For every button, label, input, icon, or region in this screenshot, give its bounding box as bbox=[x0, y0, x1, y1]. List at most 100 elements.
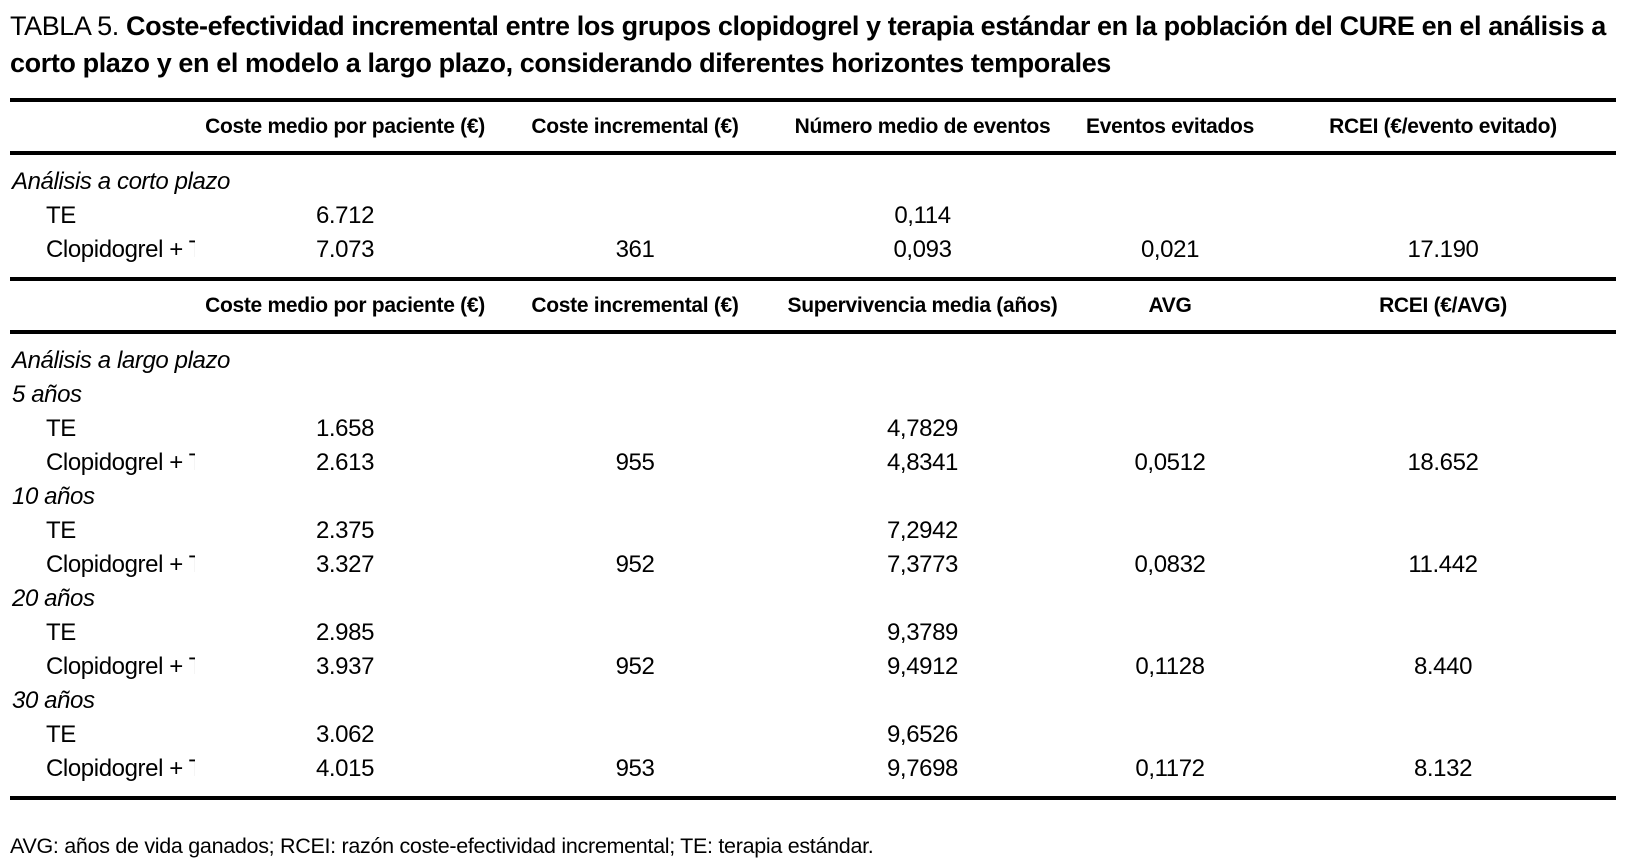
section-label-short-term: Análisis a corto plazo bbox=[12, 168, 230, 195]
cell bbox=[1070, 514, 1270, 548]
cell: 7,3773 bbox=[886, 551, 958, 578]
column-header: Número medio de eventos bbox=[775, 100, 1070, 155]
cell: 952 bbox=[615, 551, 655, 578]
cell: 4,8341 bbox=[886, 449, 958, 476]
cell: 9,7698 bbox=[775, 752, 1070, 800]
cell: 11.442 bbox=[1408, 551, 1478, 578]
cell: 952 bbox=[615, 653, 655, 680]
cell: 9,6526 bbox=[886, 721, 958, 748]
row-label: TE bbox=[46, 517, 76, 544]
column-header bbox=[10, 100, 195, 155]
cell: 4.015 bbox=[195, 752, 495, 800]
cell bbox=[495, 718, 775, 752]
column-header: AVG bbox=[1070, 279, 1270, 334]
cell: 2.613 bbox=[315, 449, 375, 476]
cell bbox=[1270, 199, 1616, 233]
cell bbox=[1070, 718, 1270, 752]
section-row: Análisis a corto plazo bbox=[10, 153, 1616, 199]
cell: 17.190 bbox=[1270, 233, 1616, 281]
horizon-label: 20 años bbox=[12, 585, 95, 612]
cell: 2.985 bbox=[315, 619, 375, 646]
cell bbox=[495, 412, 775, 446]
section-label-long-term: Análisis a largo plazo bbox=[12, 347, 230, 374]
cell: 9,3789 bbox=[886, 619, 958, 646]
cell: 1.658 bbox=[315, 415, 375, 442]
cell bbox=[495, 514, 775, 548]
cell: 3.062 bbox=[315, 721, 375, 748]
table-row: Clopidogrel + TE 4.015 953 9,7698 0,1172… bbox=[10, 752, 1616, 800]
horizon-label: 10 años bbox=[12, 483, 95, 510]
column-header: Coste incremental (€) bbox=[495, 100, 775, 155]
cost-effectiveness-table: Coste medio por paciente (€) Coste incre… bbox=[10, 98, 1616, 800]
horizon-row: 5 años bbox=[10, 378, 1616, 412]
cell: 0,0832 bbox=[1134, 551, 1206, 578]
cell: 361 bbox=[495, 233, 775, 281]
cell: 7,2942 bbox=[886, 517, 958, 544]
cell bbox=[1270, 616, 1616, 650]
cell: 0,1172 bbox=[1070, 752, 1270, 800]
cell: 6.712 bbox=[315, 202, 375, 229]
table-header-short-term: Coste medio por paciente (€) Coste incre… bbox=[10, 100, 1616, 155]
cell: 18.652 bbox=[1407, 449, 1479, 476]
cell bbox=[1070, 616, 1270, 650]
table-title-text: Coste-efectividad incremental entre los … bbox=[10, 11, 1606, 78]
column-header: Coste medio por paciente (€) bbox=[195, 279, 495, 334]
cell: 0,093 bbox=[775, 233, 1070, 281]
cell bbox=[1270, 412, 1616, 446]
row-label: TE bbox=[46, 619, 76, 646]
horizon-label: 30 años bbox=[12, 687, 95, 714]
row-label: TE bbox=[46, 202, 76, 229]
cell: 8.440 bbox=[1413, 653, 1473, 680]
row-label: Clopidogrel + TE bbox=[46, 551, 195, 578]
horizon-label: 5 años bbox=[12, 381, 82, 408]
table-row: TE 2.375 7,2942 bbox=[10, 514, 1616, 548]
column-header bbox=[10, 279, 195, 334]
cell: 8.132 bbox=[1270, 752, 1616, 800]
cell bbox=[1070, 199, 1270, 233]
cell: 953 bbox=[495, 752, 775, 800]
section-row: Análisis a largo plazo bbox=[10, 332, 1616, 378]
row-label: Clopidogrel + TE bbox=[46, 449, 195, 476]
table-row: Clopidogrel + TE 2.613 955 4,8341 0,0512… bbox=[10, 446, 1616, 480]
cell: 3.327 bbox=[315, 551, 375, 578]
cell: 0,0512 bbox=[1134, 449, 1206, 476]
cell bbox=[1270, 718, 1616, 752]
cell bbox=[1070, 412, 1270, 446]
table-row: Clopidogrel + TE 3.937 952 9,4912 0,1128… bbox=[10, 650, 1616, 684]
column-header: Supervivencia media (años) bbox=[775, 279, 1070, 334]
cell: 9,4912 bbox=[886, 653, 958, 680]
cell bbox=[495, 199, 775, 233]
column-header: RCEI (€/AVG) bbox=[1270, 279, 1616, 334]
column-header: Coste incremental (€) bbox=[495, 279, 775, 334]
cell: 7.073 bbox=[195, 233, 495, 281]
cell bbox=[1270, 514, 1616, 548]
horizon-row: 20 años bbox=[10, 582, 1616, 616]
cell: 2.375 bbox=[315, 517, 375, 544]
cell bbox=[495, 616, 775, 650]
cell: 955 bbox=[615, 449, 655, 476]
table-row: TE 2.985 9,3789 bbox=[10, 616, 1616, 650]
table-number-label: TABLA 5. bbox=[10, 11, 119, 41]
table-header-long-term: Coste medio por paciente (€) Coste incre… bbox=[10, 279, 1616, 334]
cell: 0,021 bbox=[1070, 233, 1270, 281]
table-row: Clopidogrel + TE 3.327 952 7,3773 0,0832… bbox=[10, 548, 1616, 582]
horizon-row: 10 años bbox=[10, 480, 1616, 514]
cell: 0,1128 bbox=[1135, 653, 1205, 680]
horizon-row: 30 años bbox=[10, 684, 1616, 718]
table-row: Clopidogrel + TE 7.073 361 0,093 0,021 1… bbox=[10, 233, 1616, 281]
row-label: Clopidogrel + TE bbox=[46, 653, 195, 680]
row-label: TE bbox=[46, 415, 76, 442]
row-label: TE bbox=[46, 721, 76, 748]
row-label: Clopidogrel + TE bbox=[10, 752, 195, 800]
cell: 3.937 bbox=[315, 653, 375, 680]
row-label: Clopidogrel + TE bbox=[10, 233, 195, 281]
table-footnote: AVG: años de vida ganados; RCEI: razón c… bbox=[10, 833, 874, 858]
table-row: TE 6.712 0,114 bbox=[10, 199, 1616, 233]
page-title: TABLA 5. Coste-efectividad incremental e… bbox=[10, 8, 1616, 82]
column-header: Eventos evitados bbox=[1070, 100, 1270, 155]
table-row: TE 3.062 9,6526 bbox=[10, 718, 1616, 752]
cell: 4,7829 bbox=[886, 415, 958, 442]
cell: 0,114 bbox=[894, 202, 951, 229]
table-row: TE 1.658 4,7829 bbox=[10, 412, 1616, 446]
